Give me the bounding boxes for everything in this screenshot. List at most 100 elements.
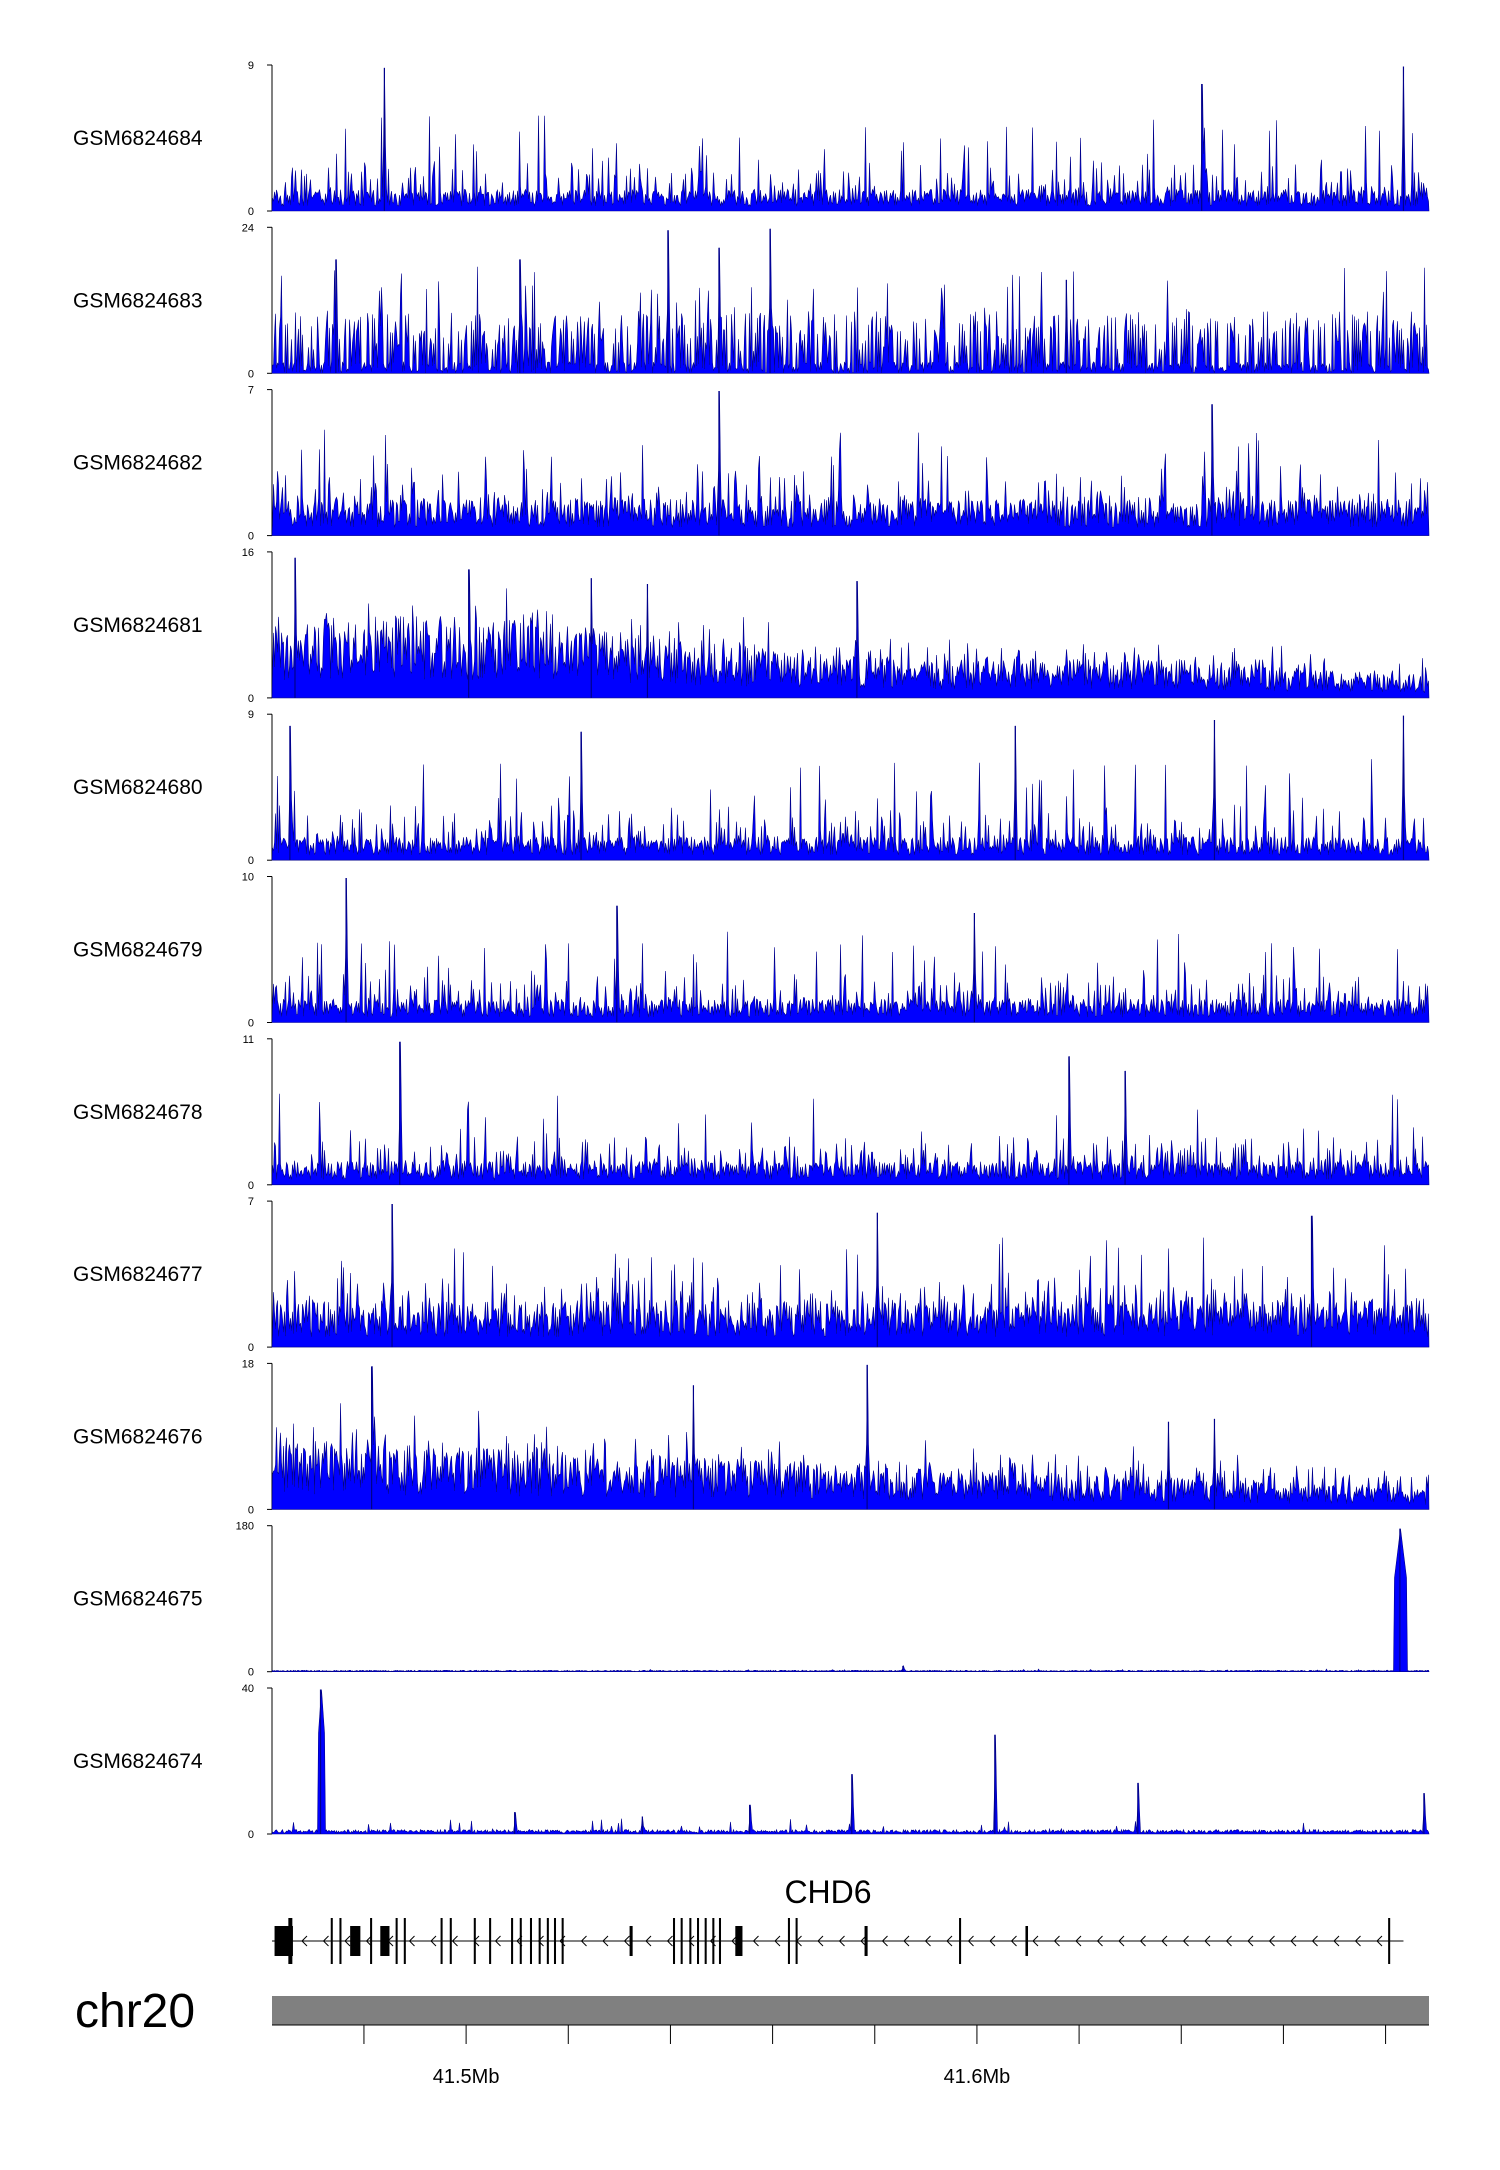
gene-exon (440, 1918, 443, 1964)
gene-exon (339, 1918, 342, 1964)
gene-exon (288, 1918, 293, 1964)
signal-area-GSM6824683 (271, 228, 1430, 375)
track-GSM6824684: GSM6824684 9 0 (73, 60, 1430, 218)
strand-arrow-icon (645, 1935, 652, 1947)
gene-exon (561, 1918, 564, 1964)
signal-area-GSM6824678 (271, 1041, 1430, 1186)
strand-arrow-icon (602, 1935, 609, 1947)
gene-exon (546, 1918, 549, 1964)
track-label: GSM6824678 (73, 1101, 203, 1124)
gene-exon (529, 1918, 533, 1964)
gene-exon (689, 1918, 692, 1964)
track-GSM6824675: GSM6824675 180 0 (73, 1521, 1430, 1679)
track-GSM6824683: GSM6824683 24 0 (73, 222, 1430, 380)
strand-arrow-icon (1204, 1935, 1211, 1947)
gene-exon (704, 1918, 707, 1964)
track-GSM6824674: GSM6824674 40 0 (73, 1683, 1430, 1841)
gene-exon (370, 1918, 373, 1964)
x-axis-tick-label: 41.6Mb (944, 2066, 1011, 2088)
y-tick-label-max: 7 (248, 1196, 254, 1208)
strand-arrow-icon (430, 1935, 437, 1947)
track-GSM6824677: GSM6824677 7 0 (73, 1196, 1430, 1354)
y-tick-label-min: 0 (248, 855, 254, 867)
y-tick-label-max: 180 (236, 1521, 254, 1533)
gene-exon (489, 1918, 492, 1964)
chromosome-ideogram-track: chr20 41.5Mb 41.6Mb (75, 1985, 1429, 2088)
track-GSM6824676: GSM6824676 18 0 (73, 1358, 1430, 1516)
strand-arrow-icon (1225, 1935, 1232, 1947)
gene-annotation-track: CHD6 (272, 1874, 1404, 1964)
strand-arrow-icon (1161, 1935, 1168, 1947)
track-label: GSM6824676 (73, 1425, 203, 1448)
chromosome-label: chr20 (75, 1985, 195, 2038)
y-tick-label-min: 0 (248, 368, 254, 380)
strand-arrow-icon (1247, 1935, 1254, 1947)
strand-arrow-icon (946, 1935, 953, 1947)
track-GSM6824678: GSM6824678 11 0 (73, 1034, 1430, 1192)
track-label: GSM6824681 (73, 614, 203, 637)
gene-exon (735, 1926, 743, 1956)
strand-arrow-icon (1376, 1935, 1383, 1947)
gene-exon (672, 1918, 676, 1964)
strand-arrow-icon (344, 1935, 351, 1947)
strand-arrow-icon (301, 1935, 308, 1947)
gene-exon (959, 1918, 962, 1964)
signal-area-GSM6824674 (271, 1689, 1430, 1835)
gene-exon (511, 1918, 514, 1964)
track-GSM6824680: GSM6824680 9 0 (73, 709, 1430, 867)
signal-tracks: GSM682468490GSM6824683240GSM682468270GSM… (73, 60, 1430, 1841)
y-tick-label-min: 0 (248, 1180, 254, 1192)
y-tick-label-max: 9 (248, 60, 254, 72)
strand-arrow-icon (752, 1935, 759, 1947)
strand-arrow-icon (580, 1935, 587, 1947)
y-tick-label-min: 0 (248, 1504, 254, 1516)
gene-exon (696, 1918, 700, 1964)
gene-exon (718, 1918, 722, 1964)
strand-arrow-icon (451, 1935, 458, 1947)
gene-exon (519, 1918, 522, 1964)
strand-arrow-icon (1290, 1935, 1297, 1947)
gene-exon (787, 1918, 790, 1964)
track-label: GSM6824674 (73, 1750, 203, 1773)
gene-exon (1388, 1918, 1391, 1964)
strand-arrow-icon (1053, 1935, 1060, 1947)
strand-arrow-icon (967, 1935, 974, 1947)
strand-arrow-icon (688, 1935, 695, 1947)
gene-exon (395, 1918, 398, 1964)
y-tick-label-min: 0 (248, 693, 254, 705)
track-GSM6824682: GSM6824682 7 0 (73, 385, 1430, 543)
strand-arrow-icon (322, 1935, 329, 1947)
signal-area-GSM6824676 (271, 1364, 1430, 1510)
gene-exon (538, 1918, 541, 1964)
y-tick-label-min: 0 (248, 531, 254, 543)
y-tick-label-max: 16 (242, 547, 254, 559)
gene-exon (403, 1918, 406, 1964)
y-tick-label-max: 9 (248, 709, 254, 721)
strand-arrow-icon (903, 1935, 910, 1947)
gene-exon (864, 1926, 868, 1956)
strand-arrow-icon (860, 1935, 867, 1947)
strand-arrow-icon (774, 1935, 781, 1947)
track-label: GSM6824677 (73, 1263, 203, 1286)
y-tick-label-min: 0 (248, 1667, 254, 1679)
signal-area-GSM6824680 (271, 715, 1430, 861)
strand-arrow-icon (1010, 1935, 1017, 1947)
signal-area-GSM6824684 (271, 66, 1430, 212)
y-tick-label-min: 0 (248, 1342, 254, 1354)
strand-arrow-icon (1032, 1935, 1039, 1947)
gene-label: CHD6 (784, 1874, 871, 1910)
strand-arrow-icon (989, 1935, 996, 1947)
strand-arrow-icon (881, 1935, 888, 1947)
strand-arrow-icon (666, 1935, 673, 1947)
y-tick-label-min: 0 (248, 206, 254, 218)
strand-arrow-icon (838, 1935, 845, 1947)
strand-arrow-icon (365, 1935, 372, 1947)
gene-exon (629, 1926, 633, 1956)
track-label: GSM6824682 (73, 452, 203, 475)
x-axis-tick-label: 41.5Mb (433, 2066, 500, 2088)
track-label: GSM6824675 (73, 1588, 203, 1611)
strand-arrow-icon (1096, 1935, 1103, 1947)
strand-arrow-icon (1333, 1935, 1340, 1947)
strand-arrow-icon (623, 1935, 630, 1947)
y-tick-label-max: 40 (242, 1683, 254, 1695)
